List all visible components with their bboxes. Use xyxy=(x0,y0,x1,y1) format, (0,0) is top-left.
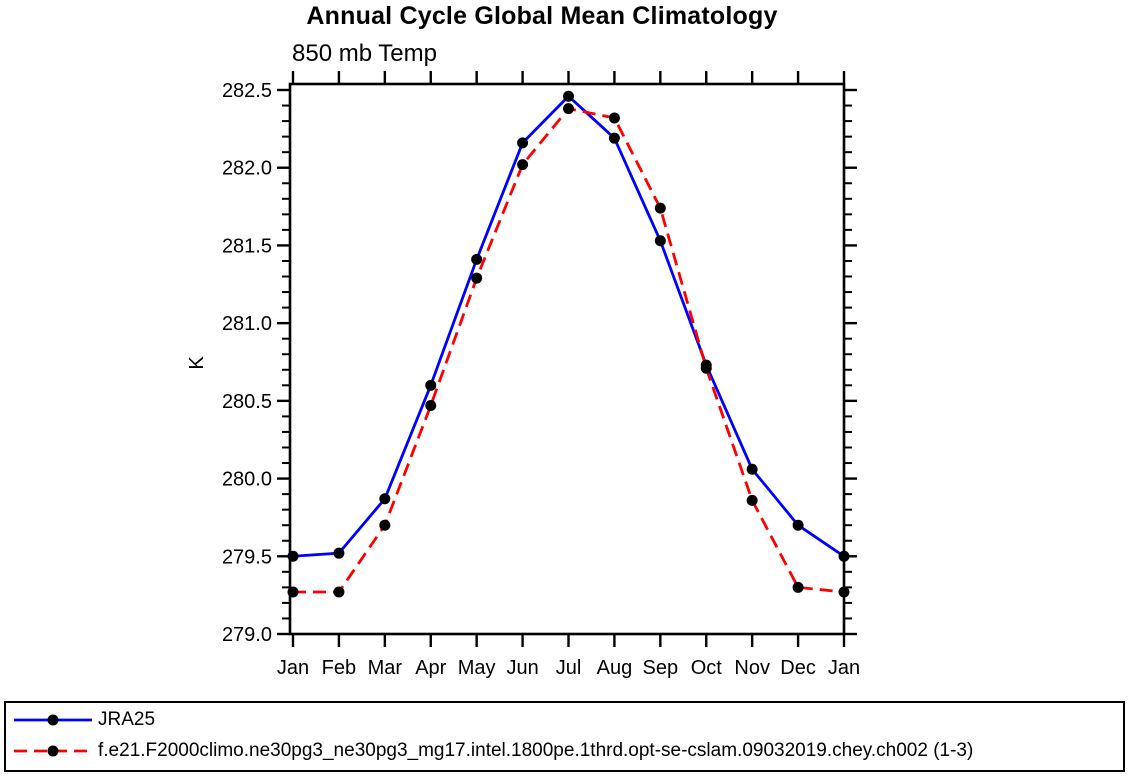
legend-line-sample-jra25 xyxy=(14,714,92,726)
plot-frame xyxy=(288,82,846,636)
x-tick-label: May xyxy=(458,657,496,679)
data-point-marker xyxy=(838,550,850,562)
y-tick-label: 282.0 xyxy=(222,158,272,180)
x-tick-label: Aug xyxy=(597,657,633,679)
x-tick-label: Apr xyxy=(415,657,446,679)
x-tick-label: Jul xyxy=(556,657,582,679)
x-tick-label: Jan xyxy=(277,657,309,679)
data-point-marker xyxy=(746,494,758,506)
data-point-marker xyxy=(287,550,299,562)
data-point-marker xyxy=(563,103,574,115)
data-point-marker xyxy=(654,235,666,247)
legend-entry-jra25: JRA25 xyxy=(11,706,155,734)
data-point-marker xyxy=(792,581,804,593)
data-point-marker xyxy=(287,586,299,598)
chart-title: Annual Cycle Global Mean Climatology xyxy=(306,2,778,30)
x-tick-label: Mar xyxy=(368,657,403,679)
x-tick-label: Sep xyxy=(643,657,679,679)
data-point-marker xyxy=(563,90,574,102)
y-tick-label: 282.5 xyxy=(222,80,272,102)
legend-box: JRA25 f.e21.F2000climo.ne30pg3_ne30pg3_m… xyxy=(4,701,1125,772)
data-point-marker xyxy=(838,586,850,598)
data-point-marker xyxy=(608,112,620,124)
x-tick-label: Jan xyxy=(828,657,860,679)
data-point-marker xyxy=(471,253,483,265)
data-point-marker xyxy=(517,159,529,171)
x-tick-label: Oct xyxy=(691,657,723,679)
data-point-marker xyxy=(333,547,345,559)
legend-label-model: f.e21.F2000climo.ne30pg3_ne30pg3_mg17.in… xyxy=(98,740,974,761)
series-line-jra25 xyxy=(292,94,845,558)
data-point-marker xyxy=(379,519,391,531)
data-point-marker xyxy=(425,379,437,391)
y-tick-label: 281.5 xyxy=(222,235,272,257)
data-point-marker xyxy=(471,272,483,284)
y-tick-label: 280.0 xyxy=(222,469,272,491)
y-tick-label: 280.5 xyxy=(222,391,272,413)
data-point-marker xyxy=(700,362,712,374)
data-point-marker xyxy=(792,519,804,531)
data-point-marker xyxy=(333,586,345,598)
x-tick-label: Nov xyxy=(734,657,770,679)
x-tick-label: Feb xyxy=(322,657,356,679)
chart-subtitle: 850 mb Temp xyxy=(292,40,437,67)
data-point-marker xyxy=(654,202,666,214)
data-point-marker xyxy=(425,400,437,412)
data-point-marker xyxy=(517,137,529,149)
data-point-marker xyxy=(746,463,758,475)
legend-label-jra25: JRA25 xyxy=(98,709,156,730)
x-tick-label: Jun xyxy=(506,657,538,679)
y-tick-label: 279.5 xyxy=(222,546,272,568)
legend-line-sample-model xyxy=(14,745,92,757)
y-tick-label: 279.0 xyxy=(222,624,272,646)
data-point-marker xyxy=(379,493,391,505)
series-line-model xyxy=(293,107,845,594)
data-point-marker xyxy=(608,132,620,144)
y-tick-label: 281.0 xyxy=(222,313,272,335)
legend-entry-model: f.e21.F2000climo.ne30pg3_ne30pg3_mg17.in… xyxy=(11,737,973,765)
x-tick-label: Dec xyxy=(780,657,816,679)
